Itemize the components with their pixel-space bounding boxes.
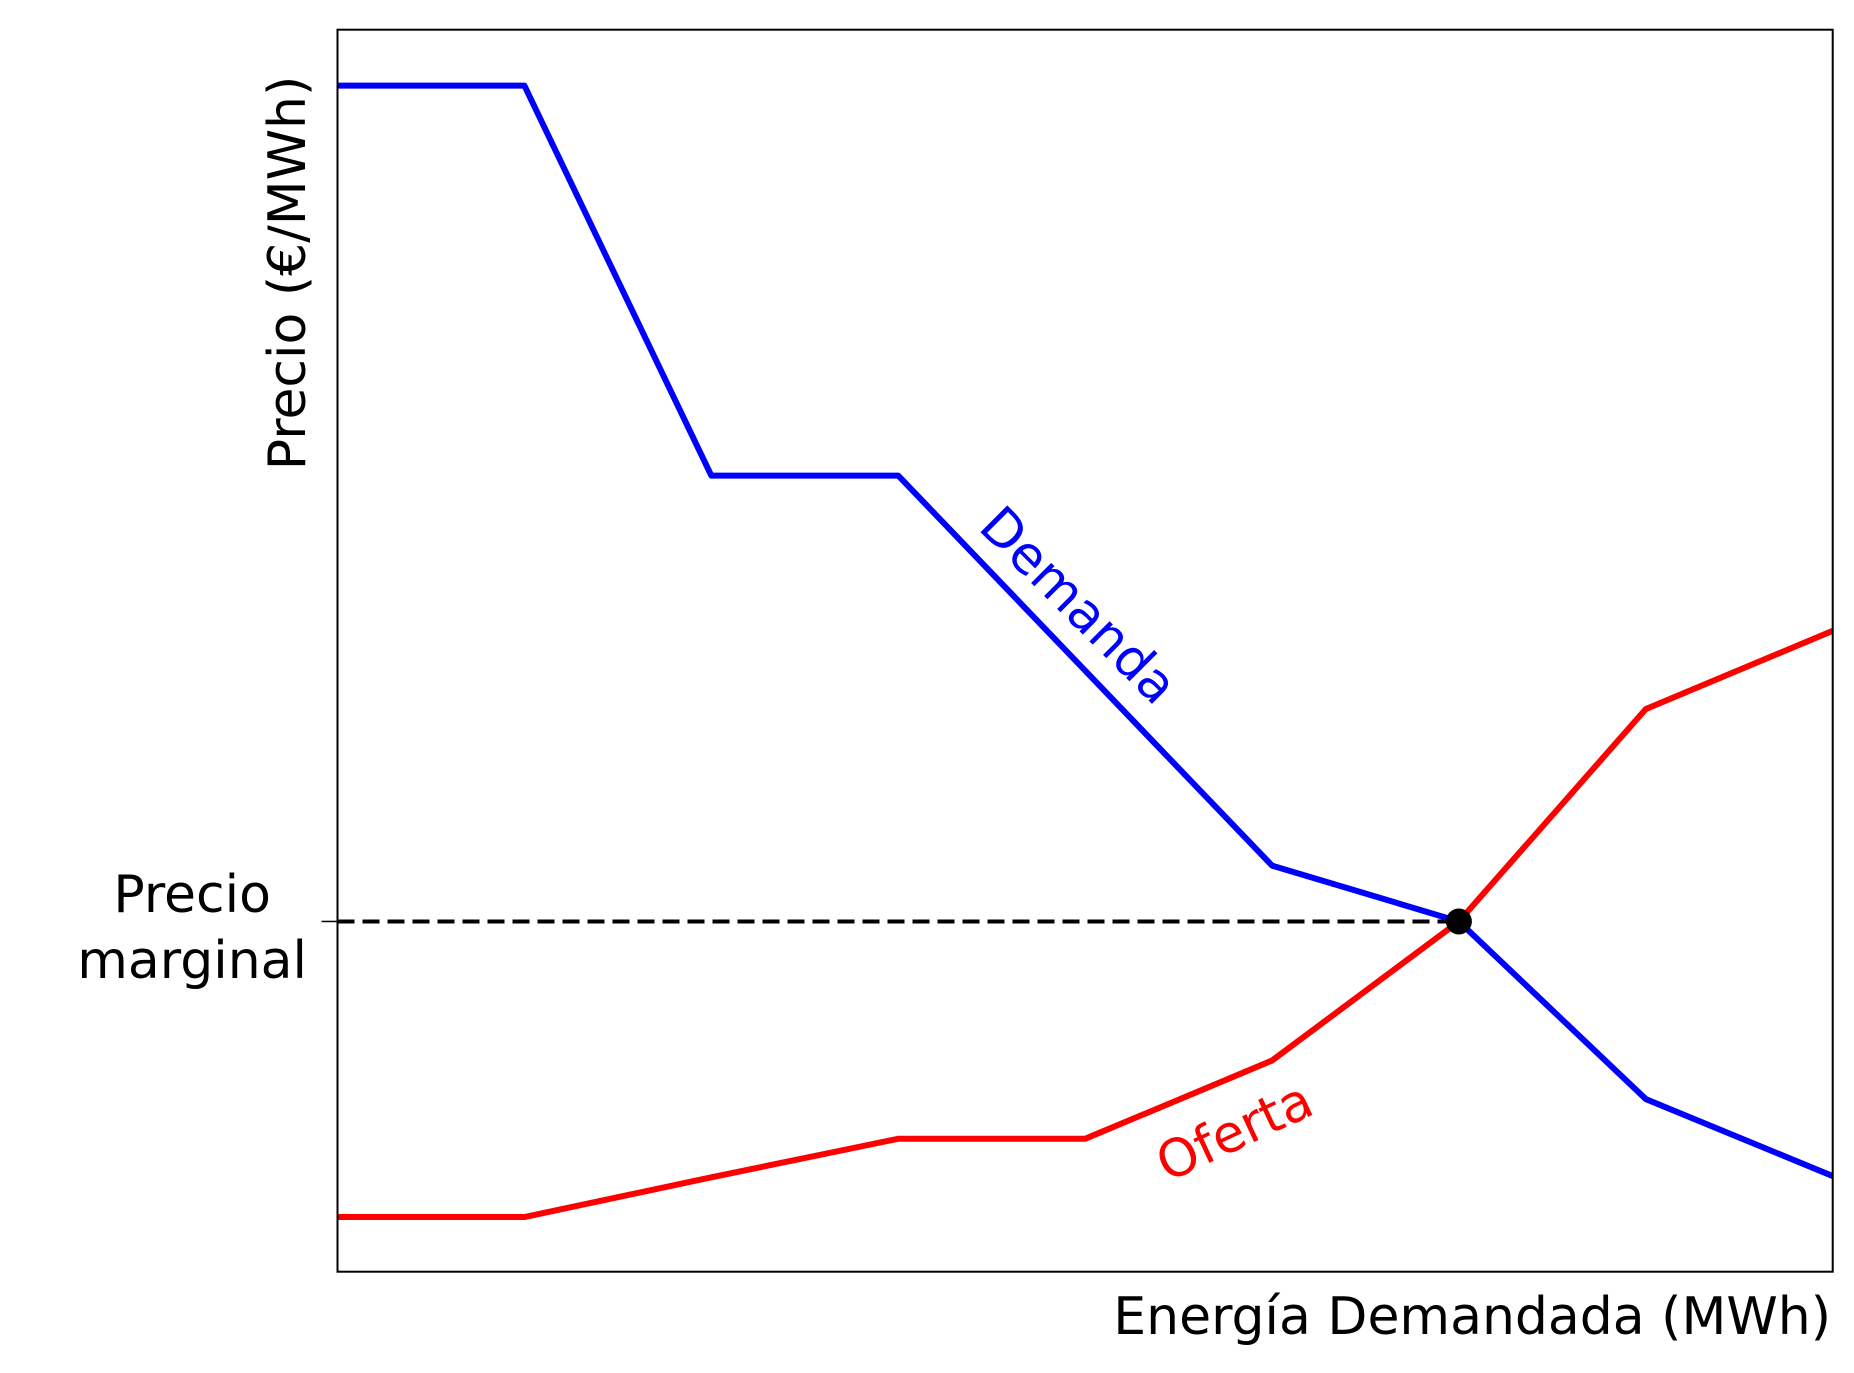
series-label: Oferta <box>1147 1070 1322 1194</box>
y-tick-label: Precio marginal <box>77 865 307 991</box>
series-line <box>337 82 1834 1179</box>
x-axis-label: Energía Demandada (MWh) <box>1113 1287 1831 1347</box>
plot-frame <box>336 28 1834 1273</box>
series-line <box>337 628 1834 1221</box>
series-label: Demanda <box>968 495 1189 716</box>
y-axis-label: Precio (€/MWh) <box>258 76 318 470</box>
equilibrium-point <box>1445 908 1472 935</box>
